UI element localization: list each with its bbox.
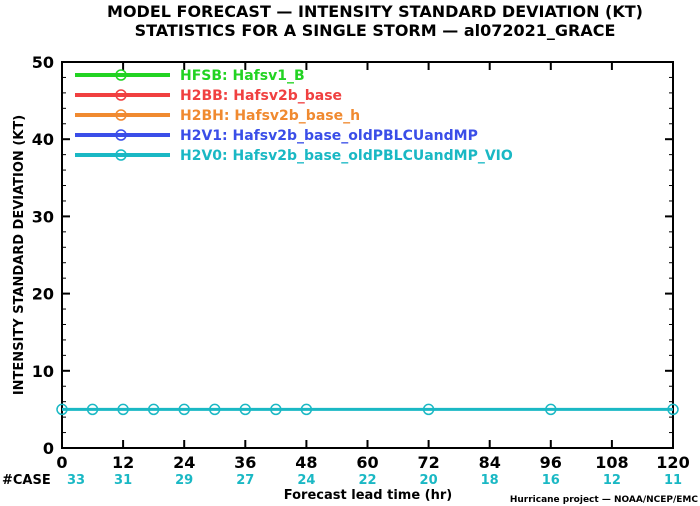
data-point [300, 403, 313, 416]
case-count: 24 [297, 473, 315, 488]
y-tick-label: 40 [32, 130, 54, 149]
x-tick-label: 36 [234, 453, 256, 472]
data-point [422, 403, 435, 416]
y-tick-label: 30 [32, 207, 54, 226]
y-tick-label: 20 [32, 285, 54, 304]
data-point [147, 403, 160, 416]
x-tick-label: 72 [417, 453, 439, 472]
legend-marker [115, 89, 127, 101]
data-point [209, 403, 221, 416]
data-point [86, 403, 99, 416]
chart-title: MODEL FORECAST — INTENSITY STANDARD DEVI… [107, 2, 643, 21]
credit-text: Hurricane project — NOAA/NCEP/EMC [510, 495, 699, 505]
legend-label: HFSB: Hafsv1_B [180, 68, 305, 84]
x-tick-label: 48 [295, 453, 317, 472]
case-count: 31 [114, 473, 132, 488]
case-count: 29 [175, 473, 193, 488]
legend-marker [115, 149, 127, 161]
x-tick-label: 96 [540, 453, 562, 472]
y-tick-label: 10 [32, 362, 54, 381]
x-tick-label: 60 [356, 453, 378, 472]
x-tick-label: 24 [173, 453, 195, 472]
data-point [667, 403, 679, 416]
case-count: 33 [67, 473, 85, 488]
y-axis-label: INTENSITY STANDARD DEVIATION (KT) [12, 115, 27, 395]
legend-label: H2BB: Hafsv2b_base [180, 88, 342, 104]
legend: HFSB: Hafsv1_B H2BB: Hafsv2b_base H2BH: Ha… [75, 68, 513, 164]
legend-label: H2BH: Hafsv2b_base_h [180, 108, 360, 124]
data-point [117, 403, 129, 416]
y-tick-label: 50 [32, 53, 54, 72]
x-tick-label: 120 [656, 453, 689, 472]
legend-marker [115, 109, 127, 121]
data-point [545, 403, 557, 416]
case-count: 12 [603, 473, 621, 488]
data-point [56, 403, 68, 416]
case-count: 11 [664, 473, 682, 488]
case-count: 18 [481, 473, 499, 488]
data-point [270, 403, 282, 416]
x-tick-label: 84 [479, 453, 501, 472]
legend-label: H2V1: Hafsv2b_base_oldPBLCUandMP [180, 128, 478, 144]
data-point [239, 403, 252, 416]
case-count-label: #CASE [2, 473, 51, 488]
x-axis-label: Forecast lead time (hr) [284, 488, 452, 503]
plot-area: 0 12 24 36 48 60 72 84 96 108 120 0 10 20 30 40 50 33 31 29… [32, 53, 690, 488]
x-tick-label: 108 [595, 453, 628, 472]
x-tick-label: 0 [56, 453, 67, 472]
x-tick-label: 12 [112, 453, 134, 472]
legend-marker [115, 129, 127, 141]
data-point [178, 403, 190, 416]
legend-marker [115, 69, 127, 81]
legend-label: H2V0: Hafsv2b_base_oldPBLCUandMP_VIO [180, 148, 513, 164]
y-tick-label: 0 [43, 439, 54, 458]
case-count: 22 [358, 473, 376, 488]
chart-subtitle: STATISTICS FOR A SINGLE STORM — al072021… [135, 21, 616, 40]
case-count: 16 [542, 473, 560, 488]
plot-frame [61, 61, 674, 449]
case-count: 27 [236, 473, 254, 488]
case-count: 20 [420, 473, 438, 488]
